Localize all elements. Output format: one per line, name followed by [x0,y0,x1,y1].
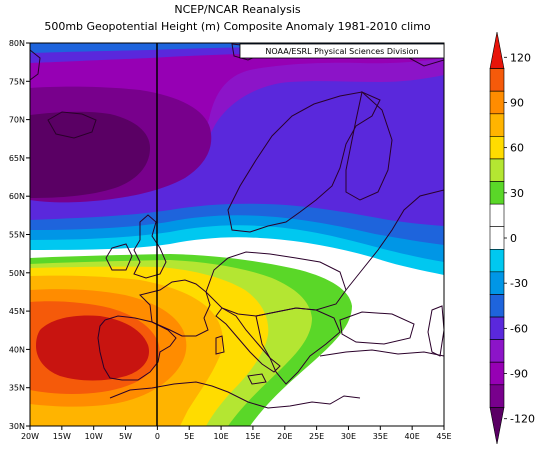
great-britain [133,214,167,279]
lat-tick-label: 45N [9,307,25,316]
colorbar-label: -120 [510,413,535,426]
colorbar-segment [489,271,505,295]
lon-tick-label: 30E [341,432,356,441]
map-subtitle: 500mb Geopotential Height (m) Composite … [44,20,431,33]
credit-box [239,43,445,59]
colorbar-labels: 120 90 60 30 0 -30 -60 -90 -120 [504,51,535,426]
lon-tick-label: 25E [309,432,324,441]
colorbar-segment [489,203,505,228]
lon-tick-label: 10E [213,432,228,441]
lat-tick-label: 40N [9,345,25,354]
anomaly-field [30,43,444,426]
colorbar-segment [489,181,505,205]
colorbar-label: 30 [510,187,524,200]
colorbar-segment [489,158,505,182]
longitude-axis: 20W 15W 10W 5W 0 5E 10E 15E 20E 25E 30E 35E 40E 45E [21,426,452,441]
balkans [255,307,341,385]
latitude-axis: 80N 75N 70N 65N 60N 55N 50N 45N 40N 35N 30N [9,39,30,431]
colorbar-segment [489,31,505,69]
map-title: NCEP/NCAR Reanalysis [174,3,301,16]
lon-tick-label: 10W [85,432,103,441]
italy [215,307,281,373]
colorbar-label: 60 [510,142,524,155]
lat-tick-label: 70N [9,116,25,125]
colorbar-segment [489,361,505,386]
lat-tick-label: 75N [9,77,25,86]
black-sea [339,311,415,345]
contour-neg-120 [30,111,150,198]
lat-tick-label: 50N [9,269,25,278]
lon-tick-label: 20W [21,432,39,441]
lon-tick-label: 40E [405,432,420,441]
lon-tick-label: 20E [277,432,292,441]
lat-tick-label: 55N [9,231,25,240]
lon-tick-label: 5W [119,432,132,441]
iceland [47,111,97,139]
greenland-edge [30,49,41,81]
colorbar-segment [489,384,505,408]
caspian-sea [427,305,444,357]
lat-tick-label: 80N [9,39,25,48]
colorbar-label: 90 [510,96,524,109]
colorbar [489,31,505,445]
lon-tick-label: 15E [245,432,260,441]
colorbar-segment [489,339,505,363]
anatolia [319,349,444,357]
lon-tick-label: 15W [53,432,71,441]
sardinia [215,335,225,355]
colorbar-segment [489,90,505,115]
colorbar-segment [489,68,505,92]
colorbar-segment [489,113,505,137]
lat-tick-label: 30N [9,422,25,431]
colorbar-label: 0 [510,232,517,245]
colorbar-label: 120 [510,51,531,64]
lon-tick-label: 5E [184,432,194,441]
credit-text: NOAA/ESRL Physical Sciences Division [265,47,418,56]
colorbar-segment [489,136,505,160]
ireland [105,243,133,271]
colorbar-segment [489,316,505,340]
colorbar-segment [489,248,505,273]
lat-tick-label: 60N [9,192,25,201]
iberia-coast [97,315,177,381]
lon-tick-label: 45E [436,432,451,441]
scandinavia [227,91,381,233]
colorbar-label: -30 [510,277,528,290]
lat-tick-label: 35N [9,384,25,393]
sicily [247,373,267,385]
colorbar-segment [489,407,505,445]
finland [345,91,393,201]
lon-tick-label: 0 [155,432,160,441]
north-africa-coast [109,381,361,409]
lon-tick-label: 35E [373,432,388,441]
colorbar-label: -90 [510,368,528,381]
coastlines [30,43,444,409]
colorbar-segment [489,226,505,250]
eastern-border [345,189,444,291]
contour-pos-120 [36,315,150,381]
colorbar-segment [489,294,505,318]
lat-tick-label: 65N [9,154,25,163]
colorbar-label: -60 [510,322,528,335]
